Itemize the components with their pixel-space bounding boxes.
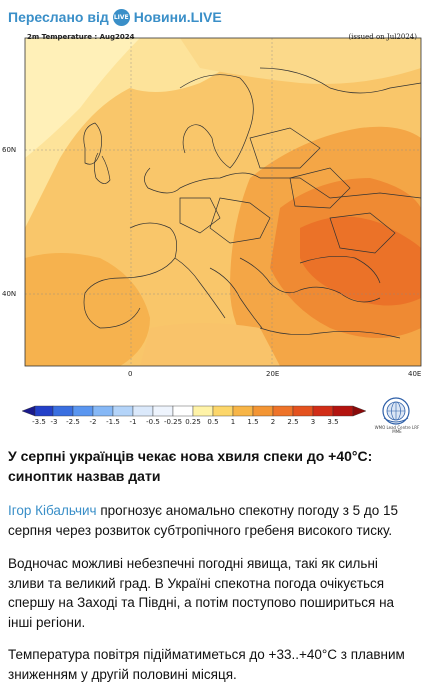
colorbar-tick: 1.5: [247, 418, 259, 426]
lon-label-20e: 20E: [266, 370, 280, 378]
colorbar-tick: -2: [89, 418, 97, 426]
post-paragraph-1: Ігор Кібальчич прогнозує аномально спеко…: [8, 501, 413, 540]
colorbar-tick: 3: [310, 418, 316, 426]
colorbar-tick: 2: [270, 418, 276, 426]
colorbar-tick: -0.25: [163, 418, 183, 426]
colorbar-tick: 0.25: [185, 418, 201, 426]
wmo-logo-icon: [382, 397, 410, 425]
colorbar-tick: -2.5: [66, 418, 80, 426]
lon-label-40e: 40E: [408, 370, 422, 378]
colorbar-tick: 2.5: [287, 418, 299, 426]
lon-label-0: 0: [128, 370, 133, 378]
colorbar-tick: -0.5: [146, 418, 160, 426]
colorbar: [21, 405, 367, 417]
post-paragraph-2: Водночас можливі небезпечні погодні явищ…: [8, 556, 395, 630]
colorbar-tick: -1: [129, 418, 137, 426]
post-paragraph-3: Температура повітря підійматиметься до +…: [8, 647, 405, 682]
colorbar-tick: -3.5: [32, 418, 46, 426]
map-issued-note: (issued on Jul2024): [348, 33, 417, 41]
temperature-anomaly-map: [21, 37, 422, 417]
lat-label-40n: 40N: [2, 290, 17, 298]
wmo-caption: WMO Lead Centre LRF MME: [374, 425, 420, 435]
forecast-map-image[interactable]: [0, 28, 423, 428]
post-headline: У серпні українців чекає нова хвиля спек…: [8, 448, 373, 484]
author-link[interactable]: Ігор Кібальчич: [8, 503, 97, 518]
colorbar-tick: -3: [50, 418, 58, 426]
forwarded-from-header[interactable]: Переслано від LIVE Новини.LIVE: [8, 6, 222, 28]
lat-label-60n: 60N: [2, 146, 17, 154]
channel-avatar-icon[interactable]: LIVE: [112, 8, 130, 26]
channel-name-link[interactable]: Новини.LIVE: [133, 9, 222, 25]
colorbar-tick: 1: [230, 418, 236, 426]
map-title: 2m Temperature : Aug2024: [27, 33, 135, 41]
forward-label: Переслано від: [8, 9, 109, 25]
paragraph-1-text: прогнозує аномально спекотну погоду з 5 …: [8, 503, 399, 538]
colorbar-tick: 0.5: [207, 418, 219, 426]
colorbar-tick: -1.5: [106, 418, 120, 426]
colorbar-tick: 3.5: [327, 418, 339, 426]
